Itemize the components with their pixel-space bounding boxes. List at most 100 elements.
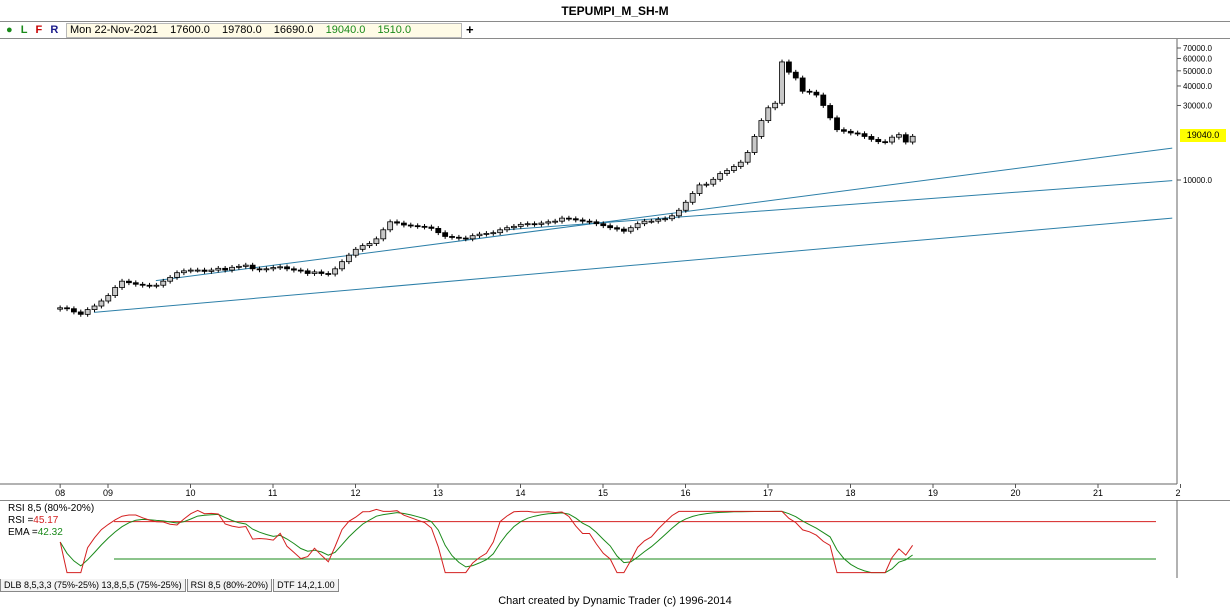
x-tick-label: 16 [681, 488, 691, 498]
candle-up [669, 215, 675, 220]
candle-up [373, 238, 380, 244]
candle-down [77, 311, 84, 315]
candle-up [538, 222, 545, 225]
candle-up [772, 102, 779, 109]
flag-f[interactable]: F [35, 24, 43, 36]
candle-down [256, 268, 263, 271]
candle-down [146, 284, 153, 287]
info-close: 19040.0 [325, 24, 366, 36]
candle-down [64, 307, 70, 310]
candle-up [676, 209, 682, 217]
info-open: 17600.0 [170, 24, 210, 36]
x-tick-label: 14 [516, 488, 526, 498]
flag-r[interactable]: R [50, 24, 59, 36]
x-tick-label: 12 [351, 488, 361, 498]
candle-down [792, 71, 799, 79]
candle-up [731, 166, 737, 171]
candle-down [827, 105, 834, 119]
candle-down [607, 225, 614, 229]
candle-down [861, 133, 868, 137]
candle-up [758, 120, 765, 137]
x-tick-label: 18 [846, 488, 856, 498]
candle-up [545, 221, 552, 224]
candle-down [813, 91, 820, 96]
candle-down [586, 220, 593, 223]
candle-up [751, 136, 758, 153]
candle-down [249, 264, 256, 270]
candle-down [414, 225, 421, 228]
price-chart-background [0, 39, 1230, 500]
candle-up [153, 284, 160, 287]
candle-up [105, 295, 112, 302]
candle-down [132, 282, 139, 285]
tab-dlb[interactable]: DLB 8,5,3,3 (75%-25%) 13,8,5,5 (75%-25%) [0, 579, 186, 592]
crosshair-plus-icon[interactable]: + [466, 22, 474, 37]
candle-down [572, 218, 579, 221]
candle-down [579, 219, 586, 222]
candle-up [779, 61, 785, 104]
candle-down [325, 273, 332, 275]
candle-up [359, 245, 366, 250]
rsi-line [59, 508, 914, 574]
ohlc-readout: Mon 22-Nov-2021 17600.0 19780.0 16690.0 … [66, 23, 462, 38]
candle-up [277, 266, 284, 269]
rsi-panel-background [0, 500, 1230, 578]
candle-up [112, 287, 119, 296]
rsi-legend: RSI 8,5 (80%-20%) RSI =45.17 EMA =42.32 [8, 503, 94, 539]
info-change: 1510.0 [377, 24, 412, 36]
rsi-value-label: RSI = [8, 515, 34, 526]
channel-line-upper [155, 147, 1173, 282]
candle-down [421, 225, 428, 228]
rsi-panel[interactable] [0, 500, 1230, 578]
candle-up [662, 218, 669, 221]
candle-up [345, 254, 352, 263]
candle-down [284, 266, 290, 270]
flag-l[interactable]: L [20, 24, 28, 36]
candle-down [614, 227, 620, 230]
candle-up [559, 217, 565, 222]
candle-down [126, 280, 132, 284]
y-tick-label: 70000.0 [1183, 44, 1212, 53]
candle-down [854, 132, 861, 135]
x-tick-label: 10 [186, 488, 196, 498]
candle-down [882, 141, 889, 144]
candle-up [682, 201, 689, 211]
candle-up [889, 136, 895, 143]
candle-up [510, 225, 517, 229]
y-tick-label: 40000.0 [1183, 82, 1212, 91]
indicator-tabs: DLB 8,5,3,3 (75%-25%) 13,8,5,5 (75%-25%)… [0, 579, 1230, 593]
rsi-value: 45.17 [33, 515, 59, 526]
y-tick-label: 60000.0 [1183, 54, 1212, 63]
candle-up [909, 135, 916, 143]
candle-up [703, 183, 710, 186]
candle-down [318, 271, 325, 274]
candle-down [621, 228, 627, 232]
candle-up [366, 243, 373, 247]
channel-line-lower [93, 217, 1173, 313]
candle-up [737, 161, 744, 167]
candle-down [449, 236, 455, 238]
candle-up [387, 221, 394, 231]
candle-down [847, 130, 854, 134]
y-tick-label: 50000.0 [1183, 67, 1212, 76]
x-tick-label: 21 [1093, 488, 1103, 498]
candle-up [717, 173, 724, 180]
candle-up [194, 269, 201, 272]
candle-down [600, 223, 607, 227]
x-tick-label: 09 [103, 488, 113, 498]
candle-down [868, 136, 875, 140]
candle-down [531, 223, 538, 226]
candle-up [98, 300, 105, 307]
candle-down [428, 226, 435, 229]
candle-down [834, 117, 840, 131]
candle-down [799, 77, 806, 92]
candle-up [352, 248, 359, 256]
tab-rsi[interactable]: RSI 8,5 (80%-20%) [186, 579, 273, 592]
candle-down [593, 221, 600, 225]
info-date: Mon 22-Nov-2021 [70, 24, 159, 36]
candle-down [71, 308, 77, 313]
candle-up [215, 267, 222, 271]
tab-dtf[interactable]: DTF 14,2,1.00 [273, 579, 339, 592]
candle-down [290, 268, 297, 271]
